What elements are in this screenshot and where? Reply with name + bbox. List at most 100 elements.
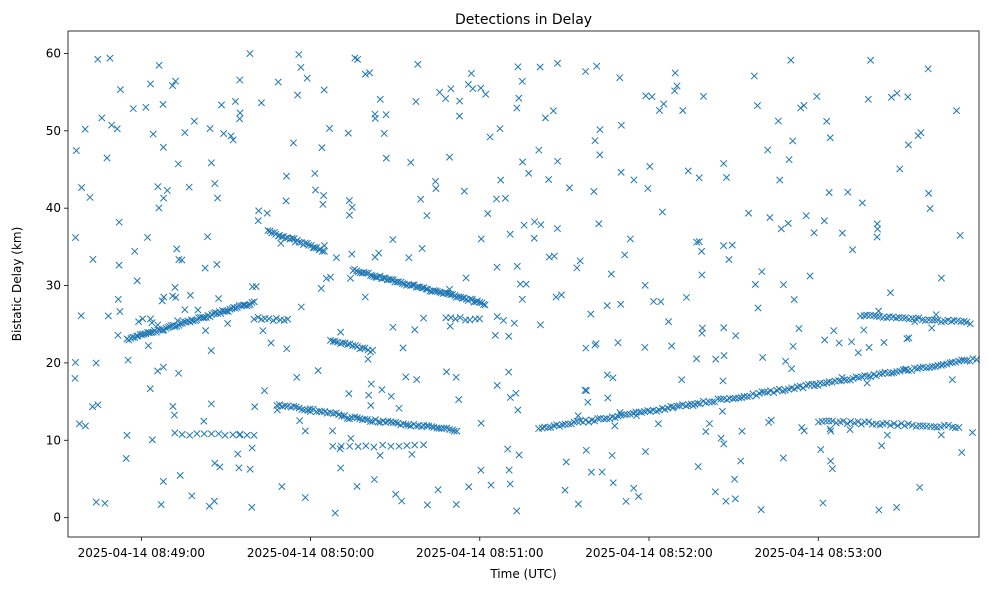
detection-point [319,200,327,208]
detection-point [585,418,593,426]
detection-point [650,297,658,306]
detection-point [362,269,370,277]
detection-point [743,393,751,401]
detection-point [248,283,256,291]
detection-point [477,84,485,92]
detection-point [826,425,834,433]
detection-point [320,192,328,200]
detection-point [332,254,341,262]
detection-point [582,386,591,395]
detection-point [220,130,228,138]
detection-point [337,464,345,472]
detection-point [535,146,543,154]
detection-point [506,230,514,238]
detection-point [466,316,474,324]
x-axis-label: Time (UTC) [489,567,556,581]
detection-point [303,74,311,82]
detection-point [819,499,827,507]
detection-point [726,394,734,402]
detection-point [210,497,218,505]
detection-point [460,187,468,195]
detection-point [505,332,513,340]
detection-point [469,85,477,93]
detection-point [740,392,748,401]
detection-point [422,285,430,293]
detection-point [274,78,282,86]
detection-point [561,420,569,428]
detection-point [822,417,830,425]
detection-point [486,133,494,141]
detection-point [682,293,691,301]
detection-point [671,87,679,95]
detection-point [784,219,792,227]
detection-point [573,264,581,272]
detection-point [289,139,297,147]
detection-point [318,408,326,416]
detection-point [684,167,692,175]
detection-point [693,238,701,246]
detection-point [720,351,728,360]
detection-point [395,442,403,450]
detection-point [698,247,706,255]
y-tick-label: 10 [46,433,61,447]
detection-point [329,442,337,450]
detection-point [267,339,275,347]
detection-point [148,436,156,444]
detection-point [854,418,862,426]
detection-point [414,283,422,291]
detection-point [178,256,186,264]
detection-point [236,115,244,123]
detection-point [414,60,422,68]
detection-point [751,280,759,289]
detection-point [506,393,514,402]
detection-point [848,246,857,254]
detection-point [447,85,455,93]
detection-point [802,381,810,390]
detection-point [344,129,352,137]
detection-point [826,134,834,142]
detection-point [790,295,798,304]
detection-point [835,377,843,385]
detection-point [166,323,174,331]
detection-point [398,280,407,288]
detection-point [190,117,198,125]
detection-point [505,466,513,474]
detection-point [476,298,484,306]
detection-point [852,373,860,381]
detection-point [284,315,292,323]
detection-point [235,464,243,472]
detection-point [789,137,797,145]
detection-point [163,186,171,195]
detection-point [347,434,355,442]
detection-point [92,498,100,506]
detection-point [404,421,412,429]
detection-point [185,183,193,191]
detection-point [176,319,184,328]
detection-point [174,160,182,168]
detection-point [115,261,123,269]
detection-point [122,454,130,463]
detection-point [200,314,208,322]
detection-point [702,427,710,436]
detection-point [475,315,484,323]
detection-point [545,175,553,184]
detection-point [124,356,132,364]
detection-point [590,187,598,195]
detection-point [236,109,244,117]
detection-point [673,82,681,90]
detection-point [207,430,216,438]
detection-point [142,103,150,111]
detection-point [864,372,872,380]
detection-point [131,247,139,255]
detection-point [552,293,560,301]
detection-point [887,93,895,101]
detection-point [318,247,326,255]
detection-point [155,61,163,69]
detection-point [259,327,267,335]
detection-point [898,314,907,322]
detection-point [621,251,629,259]
detection-point [587,468,595,476]
detection-point [536,321,545,329]
detection-point [520,221,528,229]
detection-point [835,339,843,347]
